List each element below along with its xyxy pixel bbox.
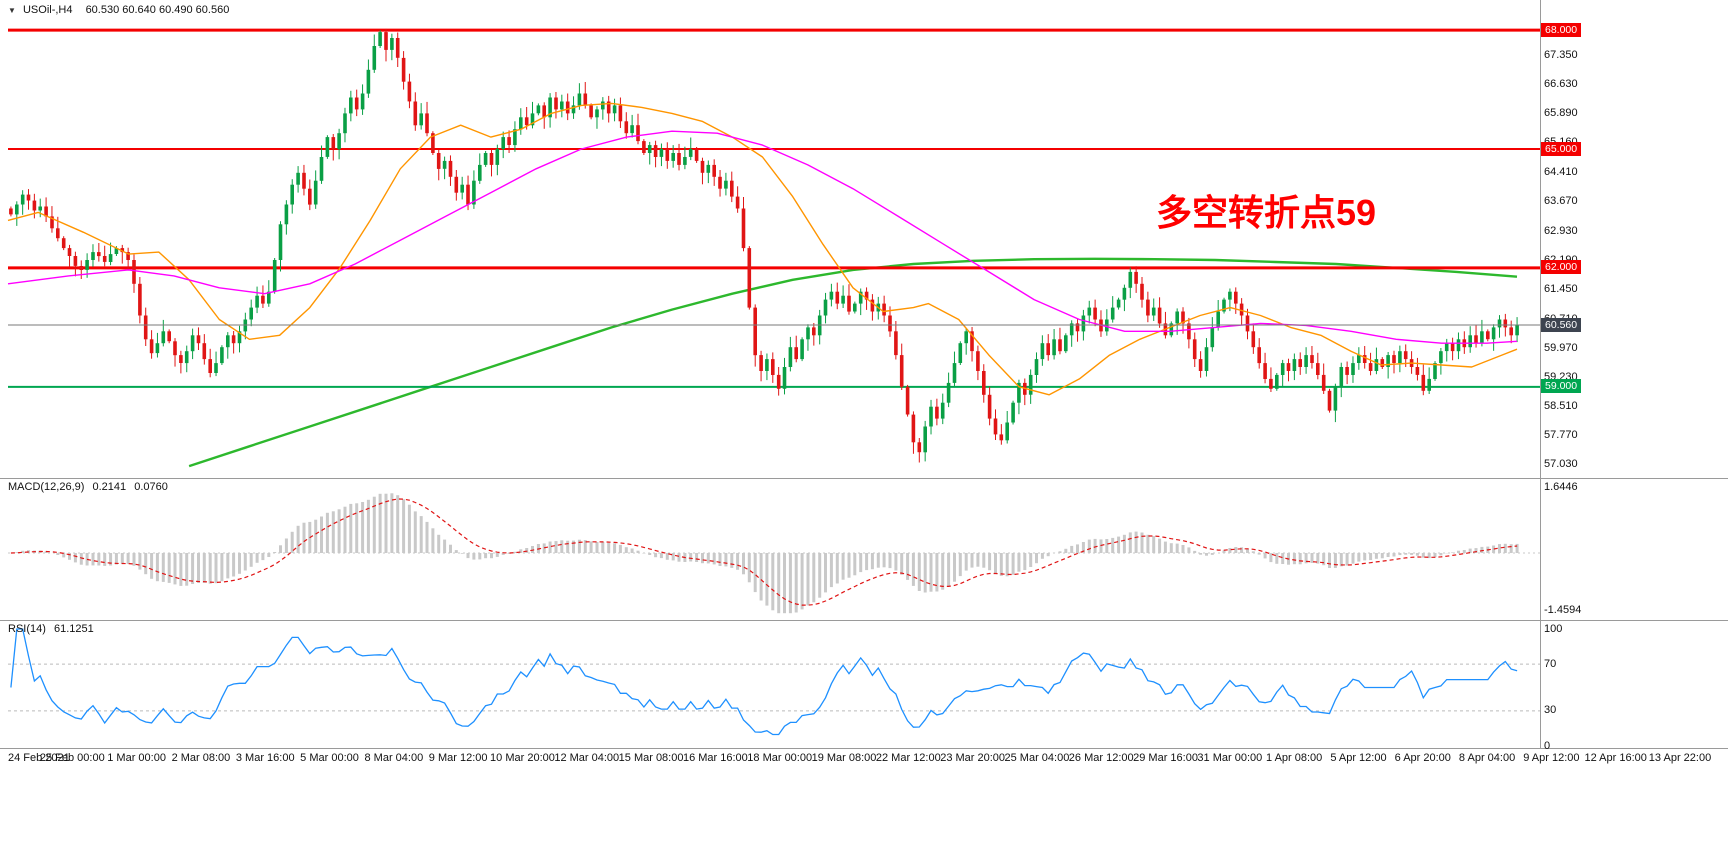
time-axis-label[interactable]: 1 Mar 00:00: [107, 752, 166, 764]
price-level-badge: 62.000: [1541, 260, 1582, 275]
time-axis-label[interactable]: 5 Mar 00:00: [300, 752, 359, 764]
time-axis-label[interactable]: 25 Mar 04:00: [1004, 752, 1070, 764]
rsi-scale-label[interactable]: 0: [1544, 739, 1551, 752]
time-axis-label[interactable]: 10 Mar 20:00: [490, 752, 555, 764]
price-tick-label[interactable]: 65.890: [1544, 107, 1578, 120]
candlestick-chart[interactable]: [0, 0, 1728, 770]
time-axis-label[interactable]: 13 Apr 22:00: [1648, 752, 1712, 764]
price-tick-label[interactable]: 58.510: [1544, 399, 1578, 412]
current-price-badge: 60.560: [1541, 317, 1582, 332]
rsi-indicator-label: RSI(14) 61.1251: [8, 623, 99, 635]
time-axis-label[interactable]: 9 Mar 12:00: [428, 752, 488, 764]
time-axis-label[interactable]: 26 Mar 12:00: [1068, 752, 1134, 764]
candles-group: [9, 28, 1519, 463]
macd-signal-value: 0.0760: [134, 481, 168, 493]
macd-main-value: 0.2141: [92, 481, 127, 493]
rsi-value: 61.1251: [53, 623, 94, 635]
time-axis-label[interactable]: 2 Mar 08:00: [171, 752, 231, 764]
price-level-badge: 59.000: [1541, 379, 1582, 394]
time-axis-label[interactable]: 23 Mar 20:00: [940, 752, 1006, 764]
macd-signal-line: [10, 498, 1518, 606]
price-level-badge: 68.000: [1541, 22, 1582, 37]
time-axis-label[interactable]: 12 Mar 04:00: [554, 752, 620, 764]
time-axis-label[interactable]: 1 Apr 08:00: [1266, 752, 1323, 764]
price-tick-label[interactable]: 64.410: [1544, 165, 1578, 178]
time-axis-label[interactable]: 29 Mar 16:00: [1133, 752, 1198, 764]
collapse-chevron-icon[interactable]: ▼: [8, 6, 16, 15]
time-axis-label[interactable]: 15 Mar 08:00: [618, 752, 684, 764]
time-axis-label[interactable]: 31 Mar 00:00: [1197, 752, 1263, 764]
time-axis-label[interactable]: 19 Mar 08:00: [811, 752, 877, 764]
price-tick-label[interactable]: 66.630: [1544, 77, 1578, 90]
ma-magenta-line: [7, 130, 1518, 344]
time-axis-label[interactable]: 6 Apr 20:00: [1394, 752, 1451, 764]
time-axis-label[interactable]: 22 Mar 12:00: [875, 752, 941, 764]
price-tick-label[interactable]: 57.770: [1544, 429, 1578, 442]
rsi-scale-label[interactable]: 70: [1544, 657, 1557, 670]
time-axis-label[interactable]: 5 Apr 12:00: [1330, 752, 1387, 764]
ma-orange-line: [7, 102, 1518, 396]
price-tick-label[interactable]: 61.450: [1544, 283, 1578, 296]
price-tick-label[interactable]: 57.030: [1544, 458, 1578, 471]
price-tick-label[interactable]: 67.350: [1544, 49, 1578, 62]
macd-scale-min[interactable]: -1.4594: [1544, 604, 1582, 616]
time-axis-label[interactable]: 16 Mar 16:00: [682, 752, 748, 764]
rsi-scale-label[interactable]: 30: [1544, 704, 1557, 717]
price-tick-label[interactable]: 63.670: [1544, 195, 1578, 208]
ohlc-values: 60.530 60.640 60.490 60.560: [85, 4, 230, 16]
ma-green-line: [188, 257, 1518, 468]
chart-title-bar: ▼ USOil-,H4 60.530 60.640 60.490 60.560: [8, 4, 229, 16]
time-axis-label[interactable]: 8 Apr 04:00: [1458, 752, 1516, 764]
rsi-line: [10, 628, 1518, 736]
rsi-name: RSI(14): [8, 623, 46, 635]
time-axis-label[interactable]: 24 Feb 2021: [8, 752, 70, 764]
time-axis-label[interactable]: 9 Apr 12:00: [1523, 752, 1580, 764]
time-axis-label[interactable]: 12 Apr 16:00: [1584, 752, 1647, 764]
price-level-badge: 65.000: [1541, 141, 1582, 156]
price-tick-label[interactable]: 62.930: [1544, 224, 1578, 237]
rsi-scale-label[interactable]: 100: [1544, 622, 1563, 635]
time-axis-label[interactable]: 8 Mar 04:00: [364, 752, 424, 764]
trend-annotation: 多空转折点59: [1156, 192, 1377, 233]
macd-indicator-label: MACD(12,26,9) 0.2141 0.0760: [8, 481, 173, 493]
macd-scale-max[interactable]: 1.6446: [1544, 481, 1578, 493]
time-axis-label[interactable]: 25 Feb 00:00: [39, 752, 105, 764]
macd-name: MACD(12,26,9): [8, 481, 85, 493]
symbol-timeframe-label: USOil-,H4: [22, 4, 73, 16]
price-tick-label[interactable]: 59.970: [1544, 341, 1578, 354]
time-axis-label[interactable]: 18 Mar 00:00: [747, 752, 813, 764]
time-axis-label[interactable]: 3 Mar 16:00: [235, 752, 295, 764]
